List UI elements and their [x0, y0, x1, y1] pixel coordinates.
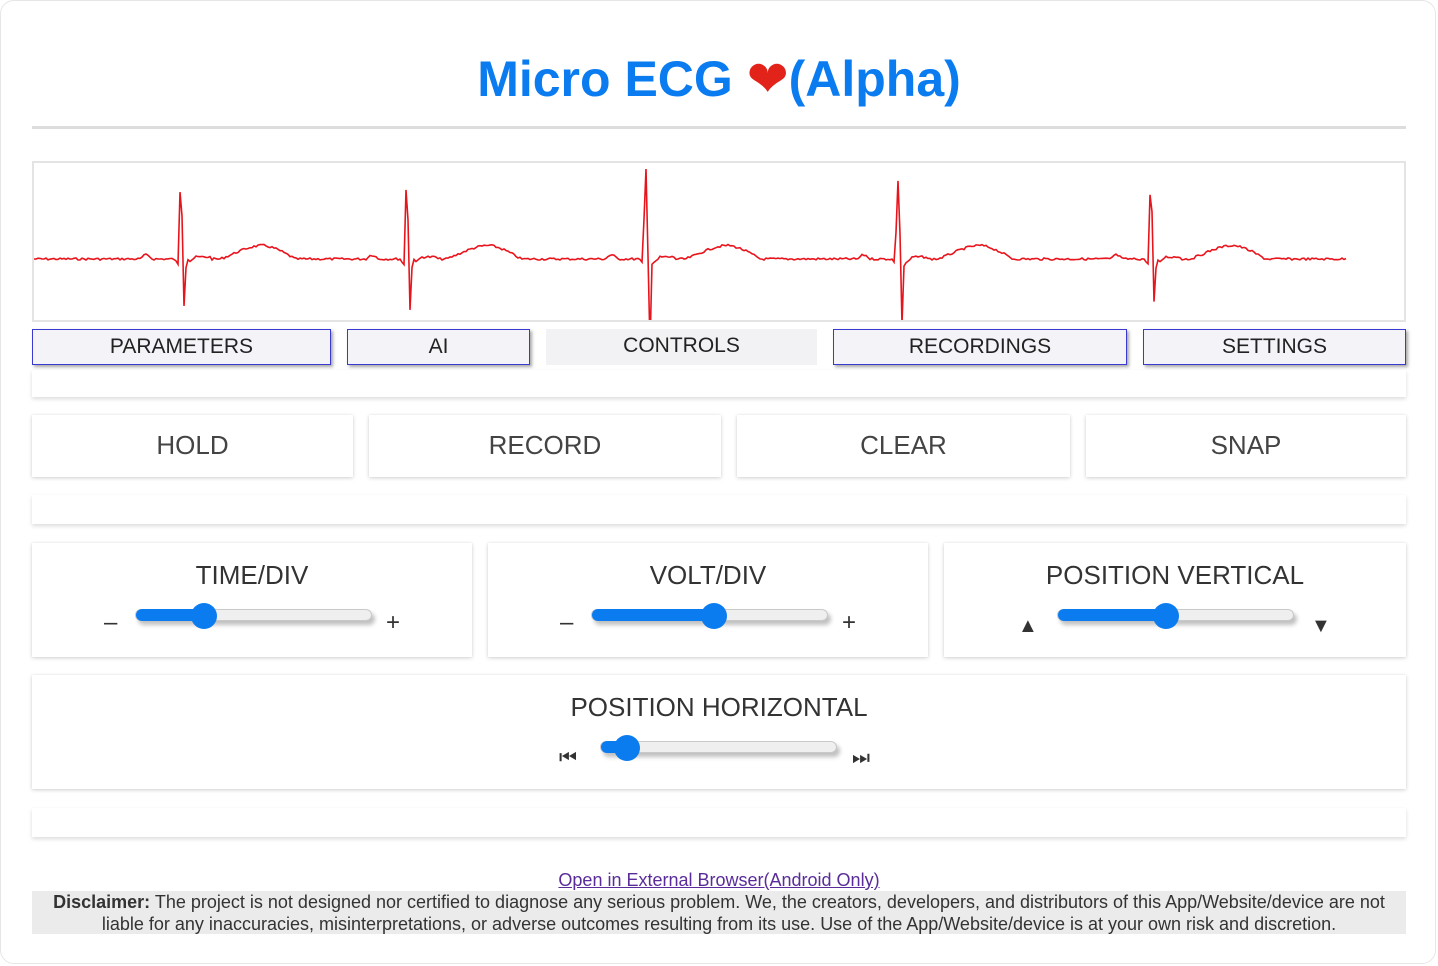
title-divider: [32, 126, 1406, 129]
record-button[interactable]: RECORD: [369, 415, 721, 477]
volt-div-fill: [592, 609, 715, 621]
tab-controls[interactable]: CONTROLS: [546, 329, 817, 365]
up-arrow-icon[interactable]: ▲: [1018, 615, 1038, 637]
time-div-label: TIME/DIV: [195, 560, 309, 590]
clear-button[interactable]: CLEAR: [737, 415, 1070, 477]
hold-button[interactable]: HOLD: [32, 415, 353, 477]
position-horizontal-slider[interactable]: [600, 735, 837, 761]
time-div-card: TIME/DIV – +: [32, 543, 472, 657]
minus-icon[interactable]: –: [560, 609, 574, 636]
volt-div-slider[interactable]: [591, 603, 828, 629]
position-horizontal-thumb[interactable]: [613, 735, 640, 761]
ecg-graph[interactable]: [32, 161, 1406, 322]
skip-start-icon[interactable]: ⏮: [559, 747, 577, 769]
title-text: Micro ECG: [477, 51, 747, 107]
tab-parameters[interactable]: PARAMETERS: [32, 329, 331, 365]
tab-recordings[interactable]: RECORDINGS: [833, 329, 1127, 365]
disclaimer: Disclaimer: The project is not designed …: [32, 891, 1406, 934]
position-vertical-card: POSITION VERTICAL ▲ ▼: [944, 543, 1406, 657]
heart-icon: ❤: [746, 51, 789, 107]
plus-icon[interactable]: +: [842, 609, 857, 636]
time-div-fill: [136, 609, 205, 621]
position-vertical-slider[interactable]: [1057, 603, 1294, 629]
ecg-trace: [34, 168, 1347, 320]
tab-panel-strip: [32, 370, 1406, 397]
volt-div-thumb[interactable]: [701, 603, 728, 629]
snap-button[interactable]: SNAP: [1086, 415, 1406, 477]
position-vertical-thumb[interactable]: [1153, 603, 1180, 629]
minus-icon[interactable]: –: [104, 609, 118, 636]
volt-div-card: VOLT/DIV – +: [488, 543, 928, 657]
open-external-browser-link[interactable]: Open in External Browser(Android Only): [558, 870, 880, 890]
position-vertical-fill: [1058, 609, 1167, 621]
position-vertical-label: POSITION VERTICAL: [1045, 560, 1305, 590]
position-horizontal-card: POSITION HORIZONTAL ⏮ ⏭: [32, 675, 1406, 789]
disclaimer-label: Disclaimer:: [53, 892, 151, 912]
position-horizontal-label: POSITION HORIZONTAL: [570, 692, 868, 722]
plus-icon[interactable]: +: [386, 609, 401, 636]
spacer-strip: [32, 495, 1406, 524]
down-arrow-icon[interactable]: ▼: [1311, 615, 1331, 637]
volt-div-label: VOLT/DIV: [649, 560, 767, 590]
tab-ai[interactable]: AI: [347, 329, 530, 365]
ecg-trace-svg: [34, 168, 1347, 320]
page-title: Micro ECG ❤(Alpha): [0, 46, 1438, 112]
skip-end-icon[interactable]: ⏭: [852, 747, 870, 769]
tab-settings[interactable]: SETTINGS: [1143, 329, 1406, 365]
bottom-strip: [32, 808, 1406, 837]
title-suffix: (Alpha): [788, 51, 961, 107]
time-div-slider[interactable]: [135, 603, 372, 629]
disclaimer-text: The project is not designed nor certifie…: [101, 892, 1385, 934]
time-div-thumb[interactable]: [191, 603, 218, 629]
